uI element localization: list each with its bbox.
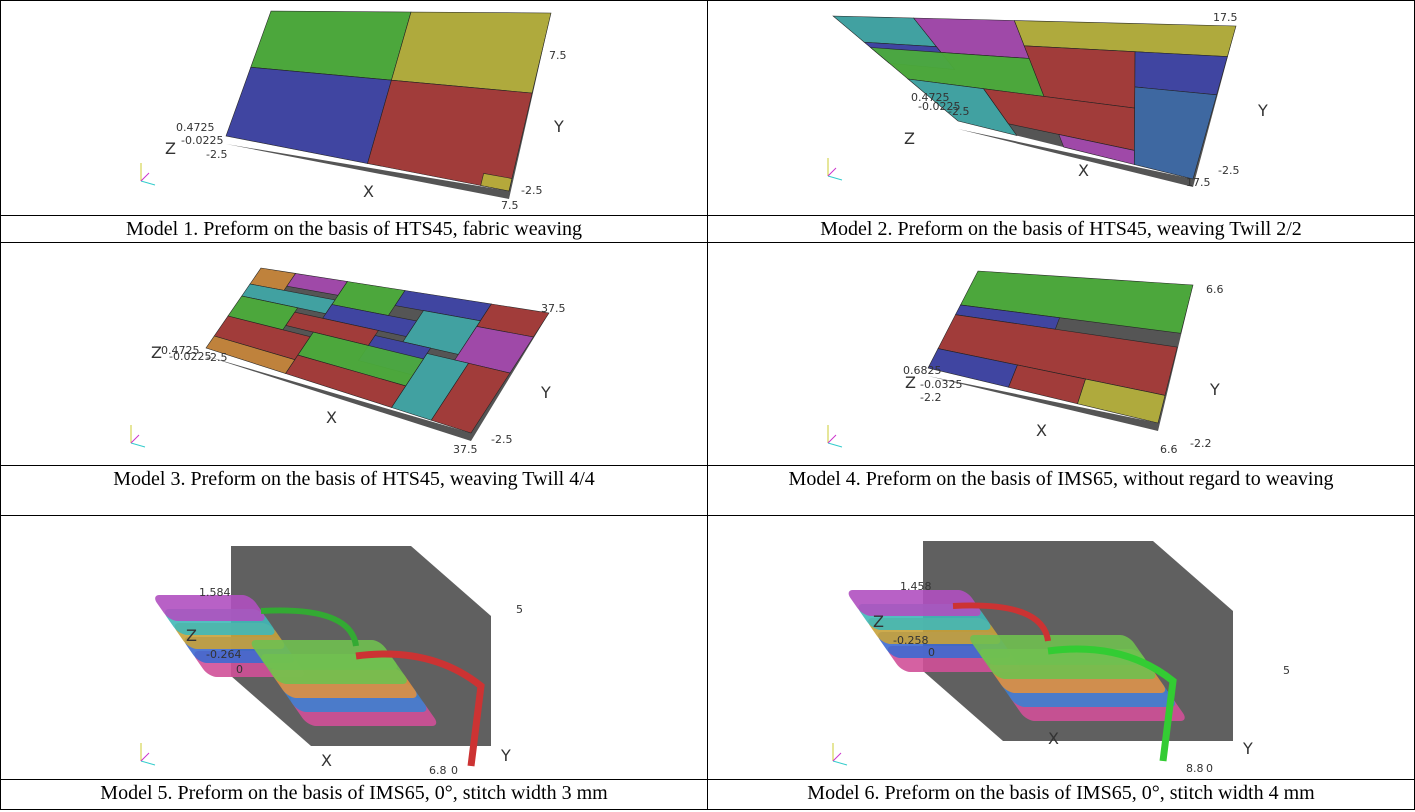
axis-tick-label: 17.5 — [1186, 176, 1211, 189]
axis-title: Y — [1209, 380, 1220, 399]
axis-triad — [828, 435, 836, 443]
axis-triad — [833, 761, 847, 765]
axis-tick-label: -2.2 — [1190, 437, 1211, 450]
caption: Model 2. Preform on the basis of HTS45, … — [708, 216, 1415, 243]
axis-tick-label: 37.5 — [453, 443, 478, 456]
axis-title: Y — [553, 117, 564, 136]
axis-title: Y — [1257, 101, 1268, 120]
axis-title: Z — [905, 373, 916, 392]
axis-tick-label: 5 — [1283, 664, 1290, 677]
axis-title: X — [326, 408, 337, 427]
page: 7.5Y0.4725Z-0.0225-2.5X-2.57.517.5Y0.472… — [0, 0, 1415, 812]
axis-triad — [833, 753, 841, 761]
fiber-tile — [1134, 87, 1216, 179]
axis-tick-label: -2.5 — [206, 148, 227, 161]
axis-triad — [828, 168, 836, 176]
axis-tick-label: 6.6 — [1206, 283, 1224, 296]
axis-title: X — [363, 182, 374, 201]
axis-tick-label: 17.5 — [1213, 11, 1238, 24]
axis-tick-label: -0.258 — [893, 634, 928, 647]
axis-title: Y — [500, 746, 511, 765]
axis-triad — [141, 173, 149, 181]
caption: Model 4. Preform on the basis of IMS65, … — [708, 466, 1415, 516]
axis-triad — [141, 753, 149, 761]
axis-triad — [141, 181, 155, 185]
axis-tick-label: 0 — [236, 663, 243, 676]
axis-tick-label: 0 — [451, 764, 458, 777]
axis-title: Z — [904, 129, 915, 148]
axis-title: Y — [540, 383, 551, 402]
axis-triad — [141, 761, 155, 765]
axis-triad — [828, 443, 842, 447]
axis-tick-label: 0 — [928, 646, 935, 659]
axis-tick-label: -0.0225 — [181, 134, 223, 147]
axis-tick-label: 6.6 — [1160, 443, 1178, 456]
caption: Model 3. Preform on the basis of HTS45, … — [1, 466, 708, 516]
axis-title: Z — [186, 626, 197, 645]
axis-tick-label: -2.5 — [521, 184, 542, 197]
axis-title: X — [1036, 421, 1047, 440]
axis-title: Z — [151, 343, 162, 362]
axis-tick-label: -2.5 — [491, 433, 512, 446]
axis-tick-label: 8.8 — [1186, 762, 1204, 775]
axis-tick-label: 1.584 — [199, 586, 231, 599]
axis-tick-label: 37.5 — [541, 302, 566, 315]
axis-tick-label: -0.264 — [206, 648, 241, 661]
axis-tick-label: 1.458 — [900, 580, 932, 593]
axis-title: X — [1048, 729, 1059, 748]
axis-tick-label: 0.4725 — [176, 121, 215, 134]
axis-triad — [131, 435, 139, 443]
axis-tick-label: 5 — [516, 603, 523, 616]
fiber-tile — [391, 12, 551, 93]
render: 1.584 Z -0.264 0 5 X Y 6.8 0 — [1, 516, 709, 779]
axis-tick-label: -2.5 — [206, 351, 227, 364]
caption: Model 5. Preform on the basis of IMS65, … — [1, 780, 708, 810]
axis-tick-label: 7.5 — [549, 49, 567, 62]
render: 37.5Y0.4725Z-0.0225-2.5X37.5-2.5 — [1, 243, 709, 465]
image-cell: 1.584 Z -0.264 0 5 X Y 6.8 0 — [1, 516, 708, 780]
axis-tick-label: -2.5 — [948, 105, 969, 118]
axis-title: Z — [873, 612, 884, 631]
axis-tick-label: 0 — [1206, 762, 1213, 775]
axis-title: X — [321, 751, 332, 770]
fiber-tile — [226, 67, 391, 163]
axis-tick-label: 7.5 — [501, 199, 519, 212]
axis-tick-label: 6.8 — [429, 764, 447, 777]
caption: Model 6. Preform on the basis of IMS65, … — [708, 780, 1415, 810]
axis-triad — [131, 443, 145, 447]
axis-title: X — [1078, 161, 1089, 180]
axis-title: Z — [165, 139, 176, 158]
axis-tick-label: -0.0325 — [920, 378, 962, 391]
axis-title: Y — [1242, 739, 1253, 758]
axis-tick-label: -2.5 — [1218, 164, 1239, 177]
axis-triad — [828, 176, 842, 180]
figure-table: 7.5Y0.4725Z-0.0225-2.5X-2.57.517.5Y0.472… — [0, 0, 1415, 810]
axis-tick-label: -2.2 — [920, 391, 941, 404]
caption: Model 1. Preform on the basis of HTS45, … — [1, 216, 708, 243]
